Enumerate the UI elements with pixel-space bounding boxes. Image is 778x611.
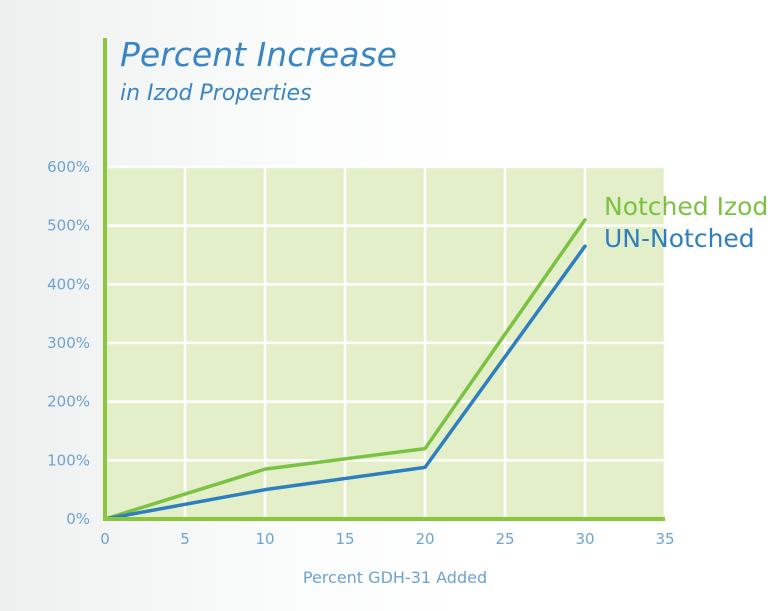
chart-title: Percent Increase [120,35,397,74]
x-tick-label: 5 [180,530,190,548]
legend-label-un-notched: UN-Notched [604,224,755,253]
x-tick-label: 25 [495,530,514,548]
x-tick-label: 30 [575,530,594,548]
y-tick-label: 100% [47,451,90,469]
y-tick-label: 200% [47,393,90,411]
y-tick-label: 0% [66,510,90,528]
y-tick-label: 600% [47,158,90,176]
y-tick-label: 300% [47,334,90,352]
legend-label-notched-izod: Notched Izod [604,192,768,221]
series-layer [103,218,587,521]
legend: Notched Izod UN-Notched [604,192,768,253]
x-tick-label: 15 [335,530,354,548]
grid-lines [105,165,667,519]
y-tick-label: 500% [47,217,90,235]
x-tick-label: 10 [255,530,274,548]
x-axis-title: Percent GDH-31 Added [303,568,487,587]
series-line-un-notched [103,244,587,521]
tick-labels: 0 5 10 15 20 25 30 35 0% 100% 200% 300% 400% 500% 600% [47,158,674,548]
chart-subtitle: in Izod Properties [120,81,312,106]
x-tick-label: 20 [415,530,434,548]
y-tick-label: 400% [47,275,90,293]
series-line-notched-izod [103,218,587,521]
x-tick-label: 35 [655,530,674,548]
axes [103,38,665,521]
x-tick-label: 0 [100,530,110,548]
